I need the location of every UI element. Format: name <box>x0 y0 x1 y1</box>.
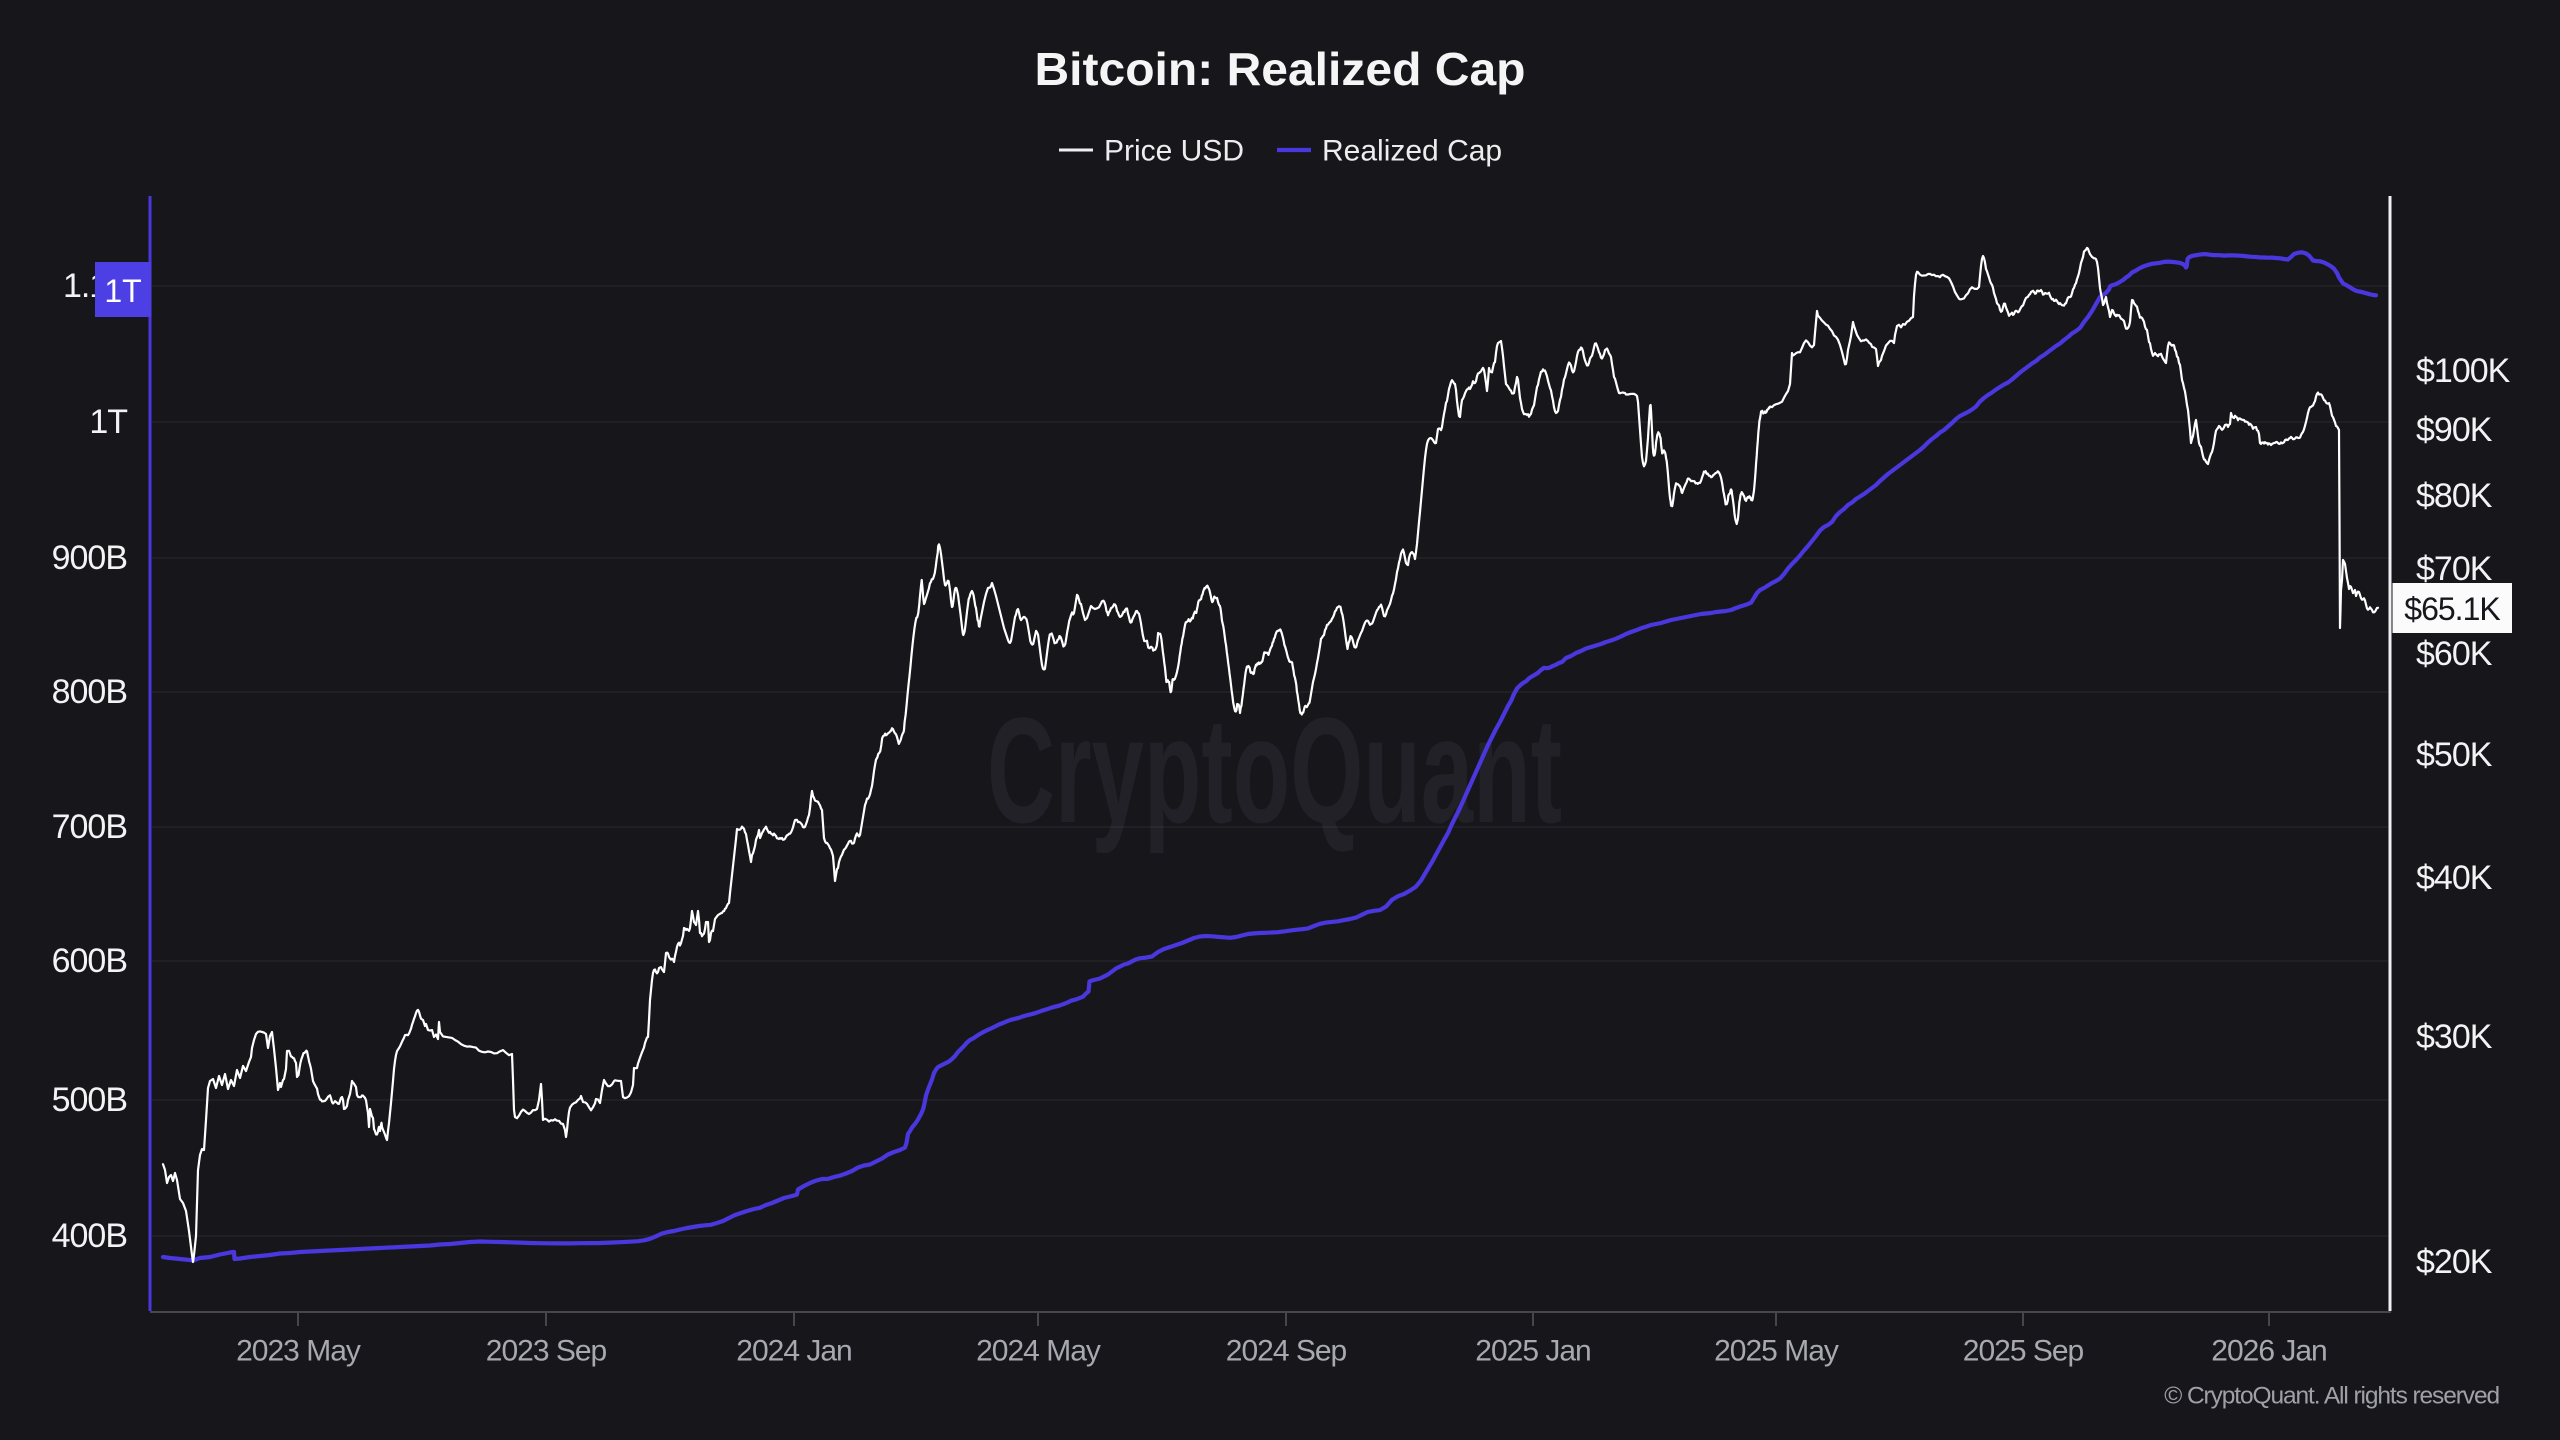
svg-text:© CryptoQuant. All rights rese: © CryptoQuant. All rights reserved <box>2164 1383 2499 1410</box>
svg-text:2026 Jan: 2026 Jan <box>2211 1335 2326 1368</box>
svg-text:2024 Sep: 2024 Sep <box>1226 1335 1347 1368</box>
svg-text:2023 Sep: 2023 Sep <box>486 1335 607 1368</box>
svg-text:$70K: $70K <box>2416 550 2493 588</box>
svg-text:2025 May: 2025 May <box>1714 1335 1839 1368</box>
svg-text:$40K: $40K <box>2416 859 2493 897</box>
svg-text:800B: 800B <box>52 673 127 711</box>
svg-text:2025 Jan: 2025 Jan <box>1475 1335 1590 1368</box>
svg-text:$50K: $50K <box>2416 736 2493 774</box>
svg-text:2024 Jan: 2024 Jan <box>736 1335 851 1368</box>
svg-text:$65.1K: $65.1K <box>2404 591 2500 627</box>
svg-text:2025 Sep: 2025 Sep <box>1963 1335 2084 1368</box>
svg-text:500B: 500B <box>52 1081 127 1119</box>
svg-text:Bitcoin: Realized Cap: Bitcoin: Realized Cap <box>1035 43 1526 95</box>
svg-text:1T: 1T <box>89 403 127 441</box>
svg-text:$80K: $80K <box>2416 477 2493 515</box>
svg-text:$20K: $20K <box>2416 1243 2493 1281</box>
svg-text:$60K: $60K <box>2416 635 2493 673</box>
svg-text:400B: 400B <box>52 1217 127 1255</box>
svg-text:Realized Cap: Realized Cap <box>1322 135 1502 168</box>
svg-text:700B: 700B <box>52 808 127 846</box>
svg-text:$90K: $90K <box>2416 411 2493 449</box>
svg-text:$30K: $30K <box>2416 1018 2493 1056</box>
svg-text:Price USD: Price USD <box>1104 135 1244 168</box>
svg-text:1T: 1T <box>104 273 141 309</box>
svg-text:$100K: $100K <box>2416 352 2511 390</box>
svg-text:CryptoQuant: CryptoQuant <box>987 686 1562 854</box>
svg-text:2023 May: 2023 May <box>236 1335 361 1368</box>
svg-text:2024 May: 2024 May <box>976 1335 1101 1368</box>
svg-text:900B: 900B <box>52 539 127 577</box>
svg-text:600B: 600B <box>52 942 127 980</box>
